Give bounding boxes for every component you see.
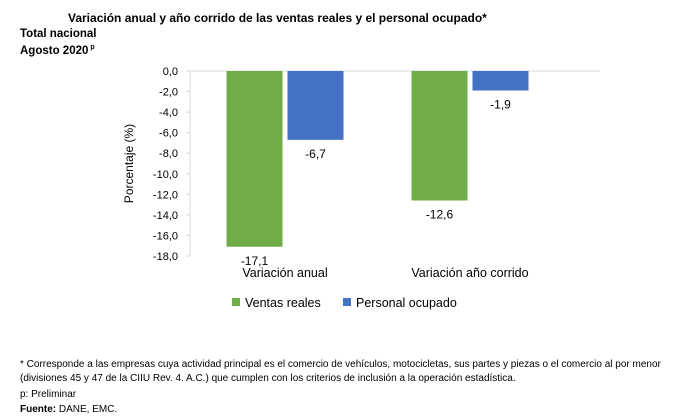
y-tick-label: -14,0 bbox=[153, 210, 178, 222]
footnote-preliminary: p: Preliminar bbox=[20, 389, 77, 400]
legend-swatch bbox=[232, 298, 240, 306]
y-tick-label: -2,0 bbox=[159, 87, 178, 99]
x-category-label: Variación año corrido bbox=[411, 266, 528, 280]
footnote-definition: * Corresponde a las empresas cuya activi… bbox=[20, 359, 661, 384]
bar-ventas-reales bbox=[226, 71, 283, 247]
y-tick-label: -8,0 bbox=[159, 148, 178, 160]
data-label: -1,9 bbox=[490, 98, 511, 112]
source-label: Fuente: bbox=[20, 404, 57, 415]
legend-label: Ventas reales bbox=[245, 296, 321, 310]
bar-chart: 0,0 -2,0 -4,0 -6,0 -8,0 -10,0 -12,0 -14,0 -16,0 -… bbox=[122, 66, 600, 310]
chart-subtitle-period: Agosto 2020 p bbox=[20, 44, 95, 57]
y-tick-label: -4,0 bbox=[159, 107, 178, 119]
y-tick-label: -6,0 bbox=[159, 128, 178, 140]
bar-personal-ocupado bbox=[287, 71, 344, 140]
data-label: -17,1 bbox=[241, 254, 269, 268]
y-axis-title: Porcentaje (%) bbox=[122, 124, 136, 203]
y-tick-label: -12,0 bbox=[153, 189, 178, 201]
footnote-source: Fuente: DANE, EMC. bbox=[20, 403, 688, 417]
y-tick-label: -18,0 bbox=[153, 251, 178, 263]
source-value: DANE, EMC. bbox=[58, 404, 118, 415]
bar-ventas-reales bbox=[411, 71, 468, 201]
legend-label: Personal ocupado bbox=[356, 296, 457, 310]
bar-personal-ocupado bbox=[472, 71, 529, 91]
data-label: -12,6 bbox=[426, 208, 454, 222]
preliminary-mark: p bbox=[90, 44, 95, 51]
y-tick-label: -16,0 bbox=[153, 230, 178, 242]
period-text: Agosto 2020 bbox=[20, 44, 89, 57]
chart-subtitle-scope: Total nacional bbox=[20, 28, 97, 40]
chart-title: Variación anual y año corrido de las ven… bbox=[68, 11, 487, 25]
y-tick-label: 0,0 bbox=[163, 66, 178, 78]
legend-swatch bbox=[343, 298, 351, 306]
y-tick-label: -10,0 bbox=[153, 169, 178, 181]
x-category-label: Variación anual bbox=[242, 266, 327, 280]
data-label: -6,7 bbox=[305, 147, 326, 161]
